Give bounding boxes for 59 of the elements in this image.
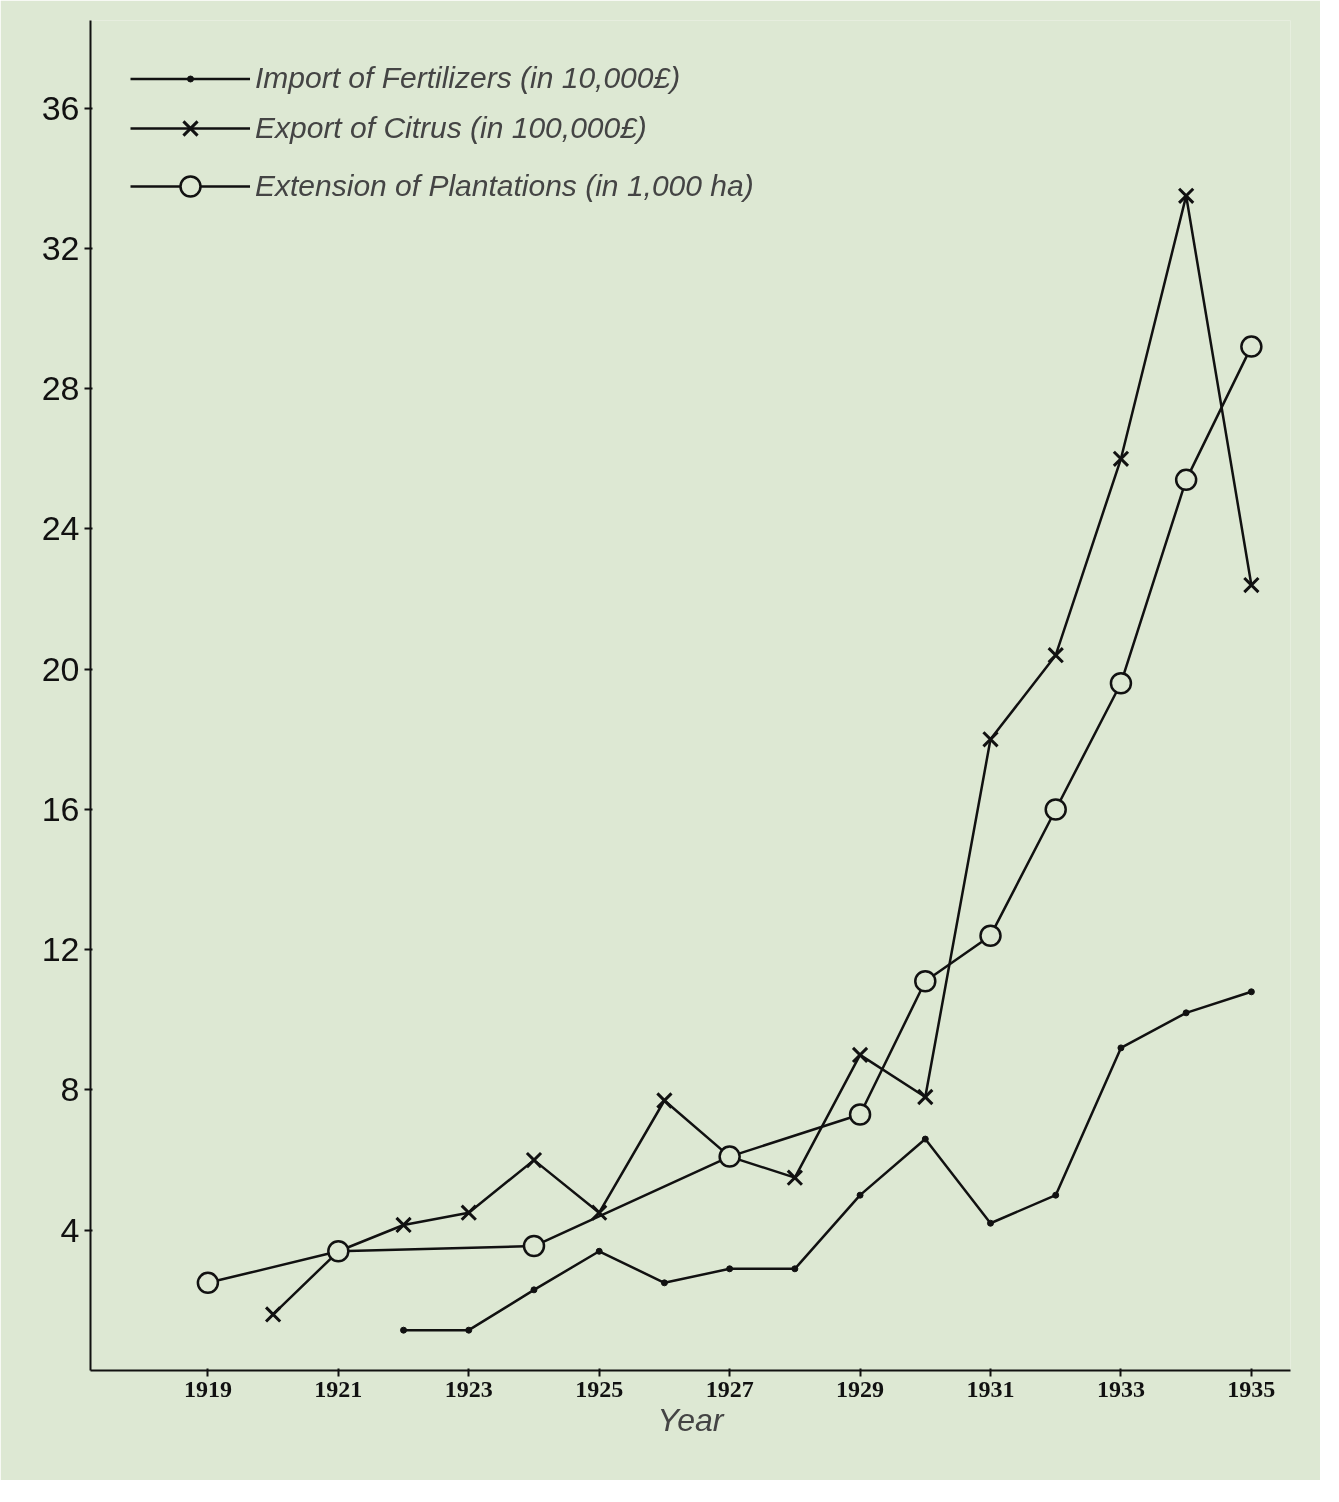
point [1177, 187, 1195, 205]
point [856, 1191, 864, 1199]
point [914, 970, 937, 993]
point [916, 1088, 934, 1106]
legend-label: Import of Fertilizers (in 10,000£) [255, 61, 681, 95]
x-tick-label: 1921 [314, 1375, 363, 1402]
point [1240, 335, 1263, 358]
y-tick-label: 28 [41, 369, 80, 408]
x-tick-label: 1923 [444, 1375, 493, 1402]
point [981, 730, 1000, 748]
y-tick-label: 36 [41, 88, 80, 127]
point [525, 1151, 543, 1169]
point [848, 1103, 872, 1126]
point [1109, 672, 1133, 695]
y-tick-label: 20 [41, 649, 80, 688]
legend-label: Extension of Plantations (in 1,000 ha) [255, 168, 754, 204]
point [196, 1271, 220, 1295]
y-tick-label: 8 [60, 1070, 80, 1109]
point [1047, 646, 1065, 664]
point [1242, 576, 1260, 594]
y-tick-label: 24 [41, 509, 80, 548]
point [655, 1091, 673, 1110]
point [590, 1204, 608, 1222]
point [1182, 1009, 1190, 1017]
point [786, 1169, 804, 1187]
point [264, 1305, 282, 1323]
point [726, 1265, 734, 1273]
point [1052, 1191, 1060, 1199]
x-tick-label: 1919 [183, 1375, 232, 1402]
x-tick-label: 1927 [705, 1375, 754, 1402]
point [394, 1216, 413, 1234]
point [660, 1279, 668, 1287]
point [1174, 468, 1198, 492]
x-tick-label: 1933 [1096, 1375, 1145, 1402]
y-tick-label: 16 [41, 789, 80, 828]
point [595, 1247, 603, 1255]
point [1112, 450, 1130, 468]
y-tick-label: 32 [41, 228, 80, 267]
point [987, 1219, 994, 1227]
point [522, 1234, 546, 1258]
y-tick-label: 12 [41, 930, 80, 969]
point [791, 1265, 799, 1273]
legend-label: Export of Citrus (in 100,000£) [255, 110, 647, 146]
y-tick-label: 4 [60, 1210, 80, 1249]
point [465, 1326, 473, 1334]
x-tick-label: 1929 [836, 1375, 885, 1402]
point [530, 1286, 538, 1294]
point [1044, 798, 1067, 821]
x-tick-label: 1925 [575, 1375, 624, 1402]
point [460, 1204, 478, 1222]
point [851, 1046, 869, 1064]
x-tick-label: 1931 [966, 1375, 1015, 1402]
point [921, 1135, 929, 1143]
point [1247, 988, 1255, 996]
point [400, 1326, 408, 1334]
point [1117, 1044, 1125, 1052]
point [979, 924, 1002, 947]
x-tick-label: 1935 [1227, 1375, 1276, 1402]
x-axis-title: Year [657, 1401, 725, 1438]
